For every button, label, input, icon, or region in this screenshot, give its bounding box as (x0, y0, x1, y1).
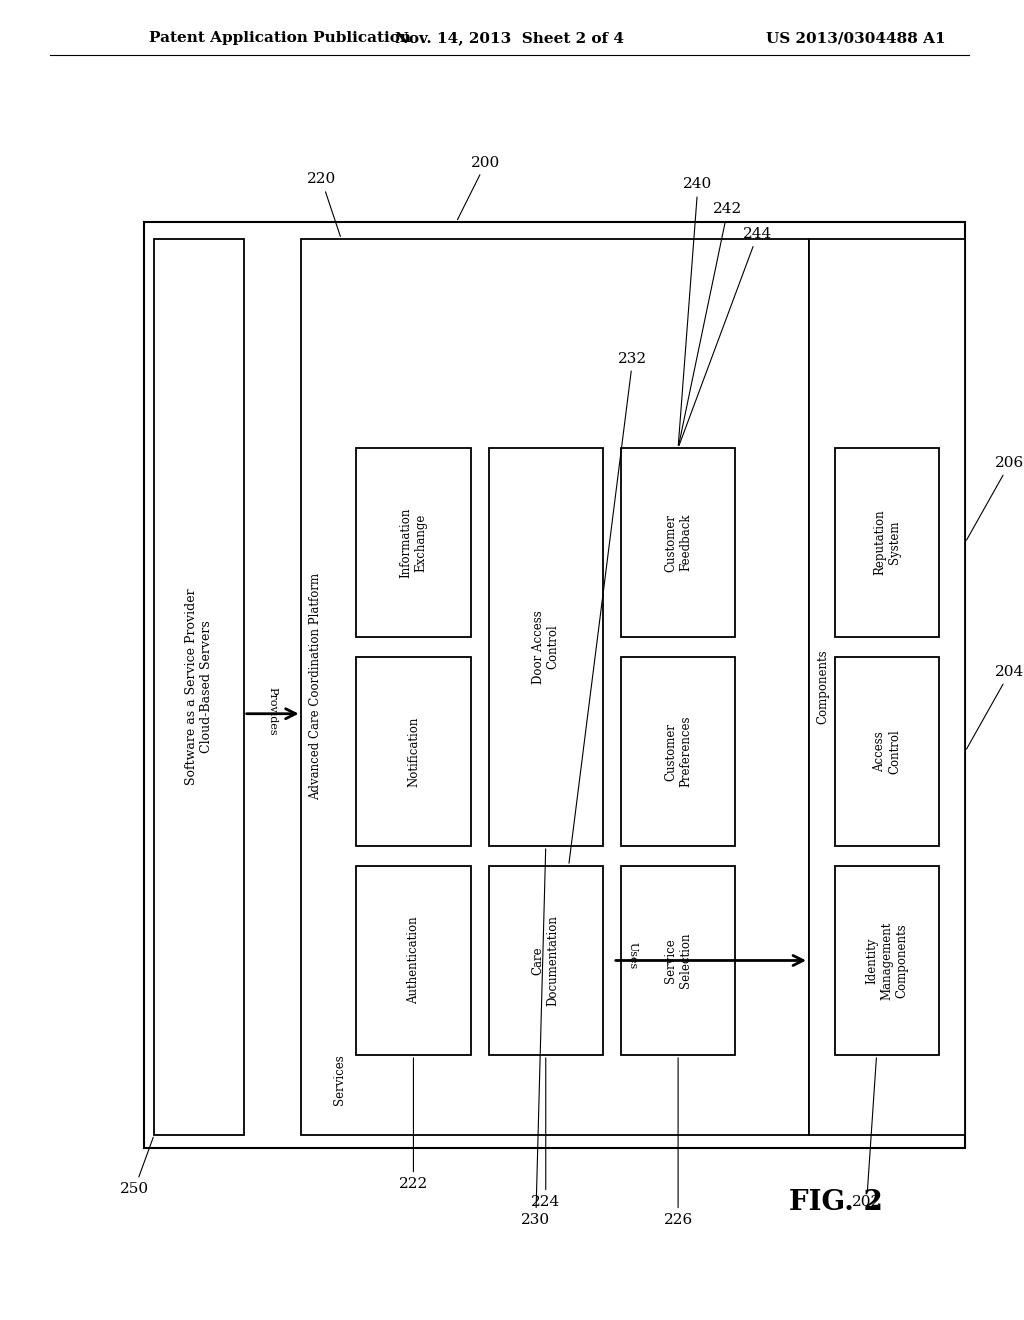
Text: 244: 244 (679, 227, 772, 445)
Bar (621, 447, 735, 638)
Bar (488, 447, 603, 846)
Text: Services: Services (333, 1055, 346, 1105)
Bar (835, 657, 939, 846)
Text: Information
Exchange: Information Exchange (399, 507, 427, 578)
Text: 224: 224 (531, 1057, 560, 1209)
Text: 226: 226 (664, 1057, 692, 1228)
Text: US 2013/0304488 A1: US 2013/0304488 A1 (766, 32, 945, 45)
Text: Customer
Preferences: Customer Preferences (665, 715, 692, 787)
Bar (155, 239, 244, 1135)
Text: 204: 204 (967, 665, 1024, 750)
Bar (488, 866, 603, 1055)
Text: Notification: Notification (407, 717, 420, 787)
Text: Door Access
Control: Door Access Control (531, 610, 560, 684)
Text: Advanced Care Coordination Platform: Advanced Care Coordination Platform (309, 573, 322, 800)
Text: Provides: Provides (267, 688, 278, 737)
Text: Customer
Feedback: Customer Feedback (665, 513, 692, 572)
Text: 232: 232 (569, 351, 647, 863)
Text: Reputation
System: Reputation System (873, 510, 901, 576)
Text: Uses: Uses (628, 942, 638, 969)
Bar (809, 239, 966, 1135)
Text: 230: 230 (521, 849, 550, 1228)
Bar (356, 866, 471, 1055)
Text: 242: 242 (679, 202, 742, 445)
Text: Components: Components (816, 649, 829, 725)
Bar (835, 447, 939, 638)
Text: FIG. 2: FIG. 2 (788, 1189, 883, 1216)
Text: 202: 202 (852, 1057, 882, 1209)
Bar (356, 657, 471, 846)
Text: Identity
Management
Components: Identity Management Components (865, 921, 908, 999)
Bar (144, 222, 966, 1147)
Bar (621, 866, 735, 1055)
Text: 220: 220 (307, 173, 340, 236)
Text: Access
Control: Access Control (873, 729, 901, 774)
Text: Care
Documentation: Care Documentation (531, 915, 560, 1006)
Bar (835, 866, 939, 1055)
Text: 250: 250 (120, 1138, 154, 1196)
Text: 206: 206 (967, 455, 1024, 540)
Bar (301, 239, 809, 1135)
Text: Software as a Service Provider
Cloud-Based Servers: Software as a Service Provider Cloud-Bas… (185, 589, 213, 785)
Text: Authentication: Authentication (407, 916, 420, 1005)
Text: Patent Application Publication: Patent Application Publication (150, 32, 412, 45)
Text: 222: 222 (398, 1057, 428, 1192)
Text: Service
Selection: Service Selection (665, 933, 692, 989)
Text: 200: 200 (458, 156, 501, 219)
Bar (356, 447, 471, 638)
Text: 240: 240 (678, 177, 713, 445)
Bar (621, 657, 735, 846)
Text: Nov. 14, 2013  Sheet 2 of 4: Nov. 14, 2013 Sheet 2 of 4 (395, 32, 624, 45)
